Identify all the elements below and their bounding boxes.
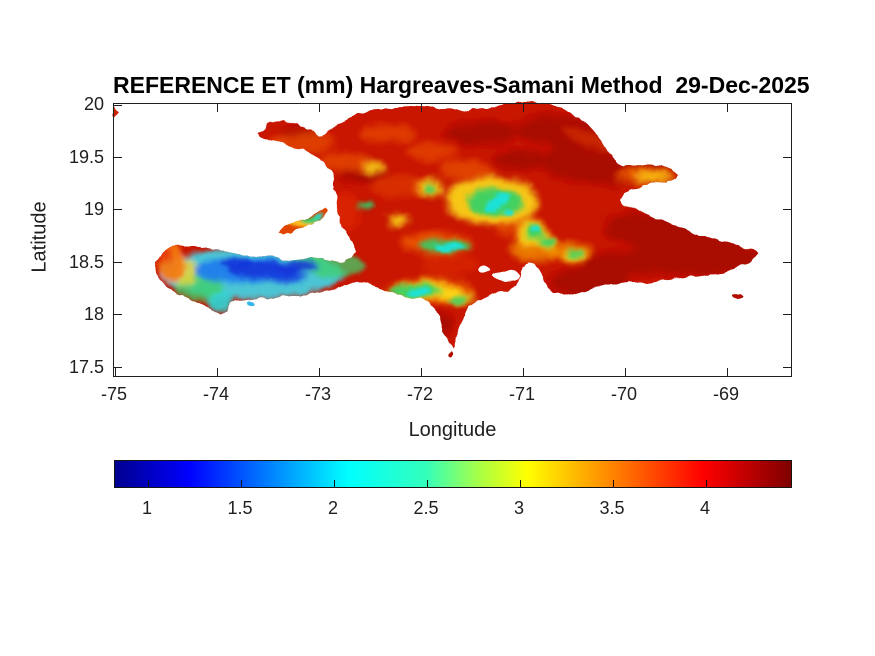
- y-tick-mark-right: [783, 262, 791, 264]
- y-tick-mark: [114, 105, 122, 107]
- y-tick-label: 17.5: [68, 357, 104, 377]
- colorbar-tick-mark: [241, 480, 243, 487]
- y-tick-label: 19.5: [68, 147, 104, 167]
- colorbar-tick-label: 2.5: [413, 498, 439, 518]
- colorbar-tick-mark: [427, 480, 429, 487]
- y-tick-mark: [114, 314, 122, 316]
- colorbar-tick-label: 2: [327, 498, 338, 518]
- x-tick-mark: [523, 368, 525, 376]
- x-tick-label: -73: [304, 384, 331, 404]
- y-tick-mark: [114, 157, 122, 159]
- plot-area: [113, 103, 792, 377]
- colorbar-tick-mark: [613, 480, 615, 487]
- colorbar-tick-mark: [334, 480, 336, 487]
- x-tick-label: -75: [100, 384, 127, 404]
- y-tick-mark-right: [783, 314, 791, 316]
- x-tick-mark: [727, 368, 729, 376]
- y-tick-label: 18.5: [68, 252, 104, 272]
- map-layer-cyan: [406, 192, 540, 296]
- x-tick-mark: [319, 368, 321, 376]
- map-layer-tiburon-blue: [159, 244, 364, 311]
- islet-saona: [731, 293, 743, 299]
- colorbar-tick-label: 1.5: [227, 498, 253, 518]
- colorbar: [114, 460, 792, 488]
- y-tick-mark-right: [783, 157, 791, 159]
- colorbar-tick-label: 3.5: [599, 498, 625, 518]
- colorbar-tick-label: 1: [141, 498, 152, 518]
- colorbar-tick-label: 4: [699, 498, 710, 518]
- y-axis-label: Latitude: [28, 201, 51, 273]
- y-tick-label: 20: [83, 94, 104, 114]
- x-tick-mark-top: [421, 104, 423, 112]
- plot-title: REFERENCE ET (mm) Hargreaves-Samani Meth…: [113, 72, 810, 98]
- x-tick-label: -69: [712, 384, 739, 404]
- x-tick-mark: [421, 368, 423, 376]
- x-tick-mark: [217, 368, 219, 376]
- lake-enriquillo-region: [478, 267, 520, 281]
- y-tick-mark: [114, 262, 122, 264]
- x-tick-label: -70: [610, 384, 637, 404]
- x-tick-mark: [115, 368, 117, 376]
- x-tick-mark-top: [727, 104, 729, 112]
- y-tick-mark: [114, 209, 122, 211]
- x-tick-label: -74: [202, 384, 229, 404]
- x-tick-mark-top: [319, 104, 321, 112]
- x-tick-label: -71: [508, 384, 535, 404]
- colorbar-tick-mark: [148, 480, 150, 487]
- x-tick-mark-top: [523, 104, 525, 112]
- islet-ile-a-vache: [245, 300, 253, 306]
- y-tick-label: 18: [83, 304, 104, 324]
- x-axis-label: Longitude: [408, 419, 497, 441]
- y-tick-mark-right: [783, 367, 791, 369]
- corner-data-speck: [113, 105, 119, 118]
- y-tick-mark-right: [783, 209, 791, 211]
- colorbar-tick-mark: [706, 480, 708, 487]
- colorbar-tick-mark: [520, 480, 522, 487]
- y-tick-label: 19: [83, 199, 104, 219]
- islet-beata: [447, 350, 453, 356]
- x-tick-mark-top: [217, 104, 219, 112]
- x-tick-mark-top: [625, 104, 627, 112]
- colorbar-tick-label: 3: [513, 498, 524, 518]
- x-tick-label: -72: [406, 384, 433, 404]
- x-tick-mark: [625, 368, 627, 376]
- y-tick-mark: [114, 367, 122, 369]
